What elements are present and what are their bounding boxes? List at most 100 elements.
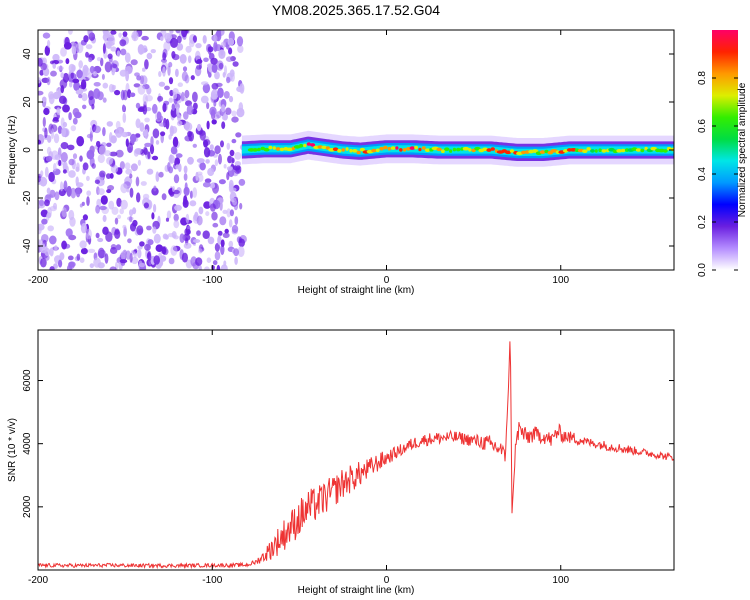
noise-blob xyxy=(226,208,231,218)
noise-blob xyxy=(147,239,154,246)
x-tick-label: 0 xyxy=(384,575,390,586)
noise-blob xyxy=(196,158,205,164)
noise-blob xyxy=(170,146,178,155)
noise-blob xyxy=(211,119,217,125)
snr-xlabel: Height of straight line (km) xyxy=(298,585,415,596)
noise-blob xyxy=(177,82,183,87)
snr-background xyxy=(38,330,674,570)
y-tick-label: 20 xyxy=(22,96,33,108)
noise-blob xyxy=(158,171,164,178)
noise-blob xyxy=(135,133,141,138)
noise-blob xyxy=(119,259,128,264)
noise-blob xyxy=(136,225,144,236)
noise-blob xyxy=(198,206,204,215)
noise-blob xyxy=(56,65,64,71)
noise-blob xyxy=(150,49,156,54)
noise-blob xyxy=(60,47,67,57)
noise-blob xyxy=(76,162,80,170)
noise-blob xyxy=(234,152,242,160)
noise-blob xyxy=(78,93,83,99)
noise-blob xyxy=(213,34,218,43)
noise-blob xyxy=(58,188,66,197)
noise-blob xyxy=(162,52,167,61)
signal-peak xyxy=(486,148,492,152)
noise-blob xyxy=(52,117,59,122)
noise-blob xyxy=(186,104,194,115)
noise-blob xyxy=(105,40,112,49)
noise-blob xyxy=(203,147,211,158)
noise-blob xyxy=(133,30,137,41)
noise-blob xyxy=(114,228,120,235)
noise-blob xyxy=(100,195,108,205)
noise-blob xyxy=(182,66,188,72)
noise-blob xyxy=(122,89,128,101)
noise-blob xyxy=(174,204,182,211)
noise-blob xyxy=(76,69,83,79)
noise-blob xyxy=(130,133,137,143)
noise-blob xyxy=(221,104,226,113)
noise-blob xyxy=(74,111,82,119)
noise-blob xyxy=(68,112,72,121)
noise-blob xyxy=(91,163,96,169)
signal-peak xyxy=(456,147,461,152)
signal-peak xyxy=(337,148,342,153)
noise-blob xyxy=(129,173,133,179)
noise-blob xyxy=(85,51,89,58)
noise-blob xyxy=(218,153,222,165)
noise-blob xyxy=(146,225,152,231)
noise-blob xyxy=(62,169,67,174)
x-tick-label: 100 xyxy=(552,275,569,286)
noise-blob xyxy=(189,157,194,162)
noise-blob xyxy=(178,163,182,173)
noise-blob xyxy=(87,30,93,38)
snr-panel: -200 -100 0 100 2000 4000 6000 Height of strai… xyxy=(7,329,675,596)
noise-blob xyxy=(221,121,226,129)
noise-blob xyxy=(232,61,239,67)
noise-blob xyxy=(171,51,176,59)
noise-blob xyxy=(137,159,141,166)
signal-peak xyxy=(279,147,285,152)
noise-blob xyxy=(68,209,75,221)
noise-blob xyxy=(157,95,164,102)
noise-blob xyxy=(161,193,167,201)
noise-blob xyxy=(86,149,95,160)
noise-blob xyxy=(152,128,160,139)
noise-blob xyxy=(85,228,92,240)
signal-peak xyxy=(449,149,453,153)
noise-blob xyxy=(216,30,225,37)
signal-peak xyxy=(359,147,365,152)
noise-blob xyxy=(147,151,151,160)
spectrogram-ylabel: Frequency (Hz) xyxy=(7,116,18,185)
noise-blob xyxy=(234,256,238,265)
noise-blob xyxy=(57,125,63,134)
noise-blob xyxy=(219,216,227,226)
noise-blob xyxy=(192,187,198,198)
noise-blob xyxy=(117,214,122,219)
noise-blob xyxy=(183,173,188,181)
noise-blob xyxy=(220,244,225,255)
noise-blob xyxy=(214,145,221,155)
noise-blob xyxy=(185,213,190,224)
noise-blob xyxy=(62,72,70,83)
noise-blob xyxy=(207,167,215,177)
noise-blob xyxy=(104,61,112,73)
noise-blob xyxy=(39,69,44,76)
noise-blob xyxy=(76,253,81,261)
colorbar-tick-label: 0.0 xyxy=(697,263,708,277)
signal-peak xyxy=(582,149,588,153)
noise-region xyxy=(38,30,247,270)
noise-blob xyxy=(231,224,239,234)
signal-peak xyxy=(452,147,457,152)
noise-blob xyxy=(60,117,65,128)
noise-blob xyxy=(50,128,55,140)
noise-blob xyxy=(151,155,159,161)
noise-blob xyxy=(217,87,224,99)
noise-blob xyxy=(68,261,76,268)
noise-blob xyxy=(233,248,240,257)
noise-blob xyxy=(135,176,140,187)
noise-blob xyxy=(144,142,152,147)
noise-blob xyxy=(198,265,202,270)
noise-blob xyxy=(103,30,111,37)
noise-blob xyxy=(152,226,157,234)
